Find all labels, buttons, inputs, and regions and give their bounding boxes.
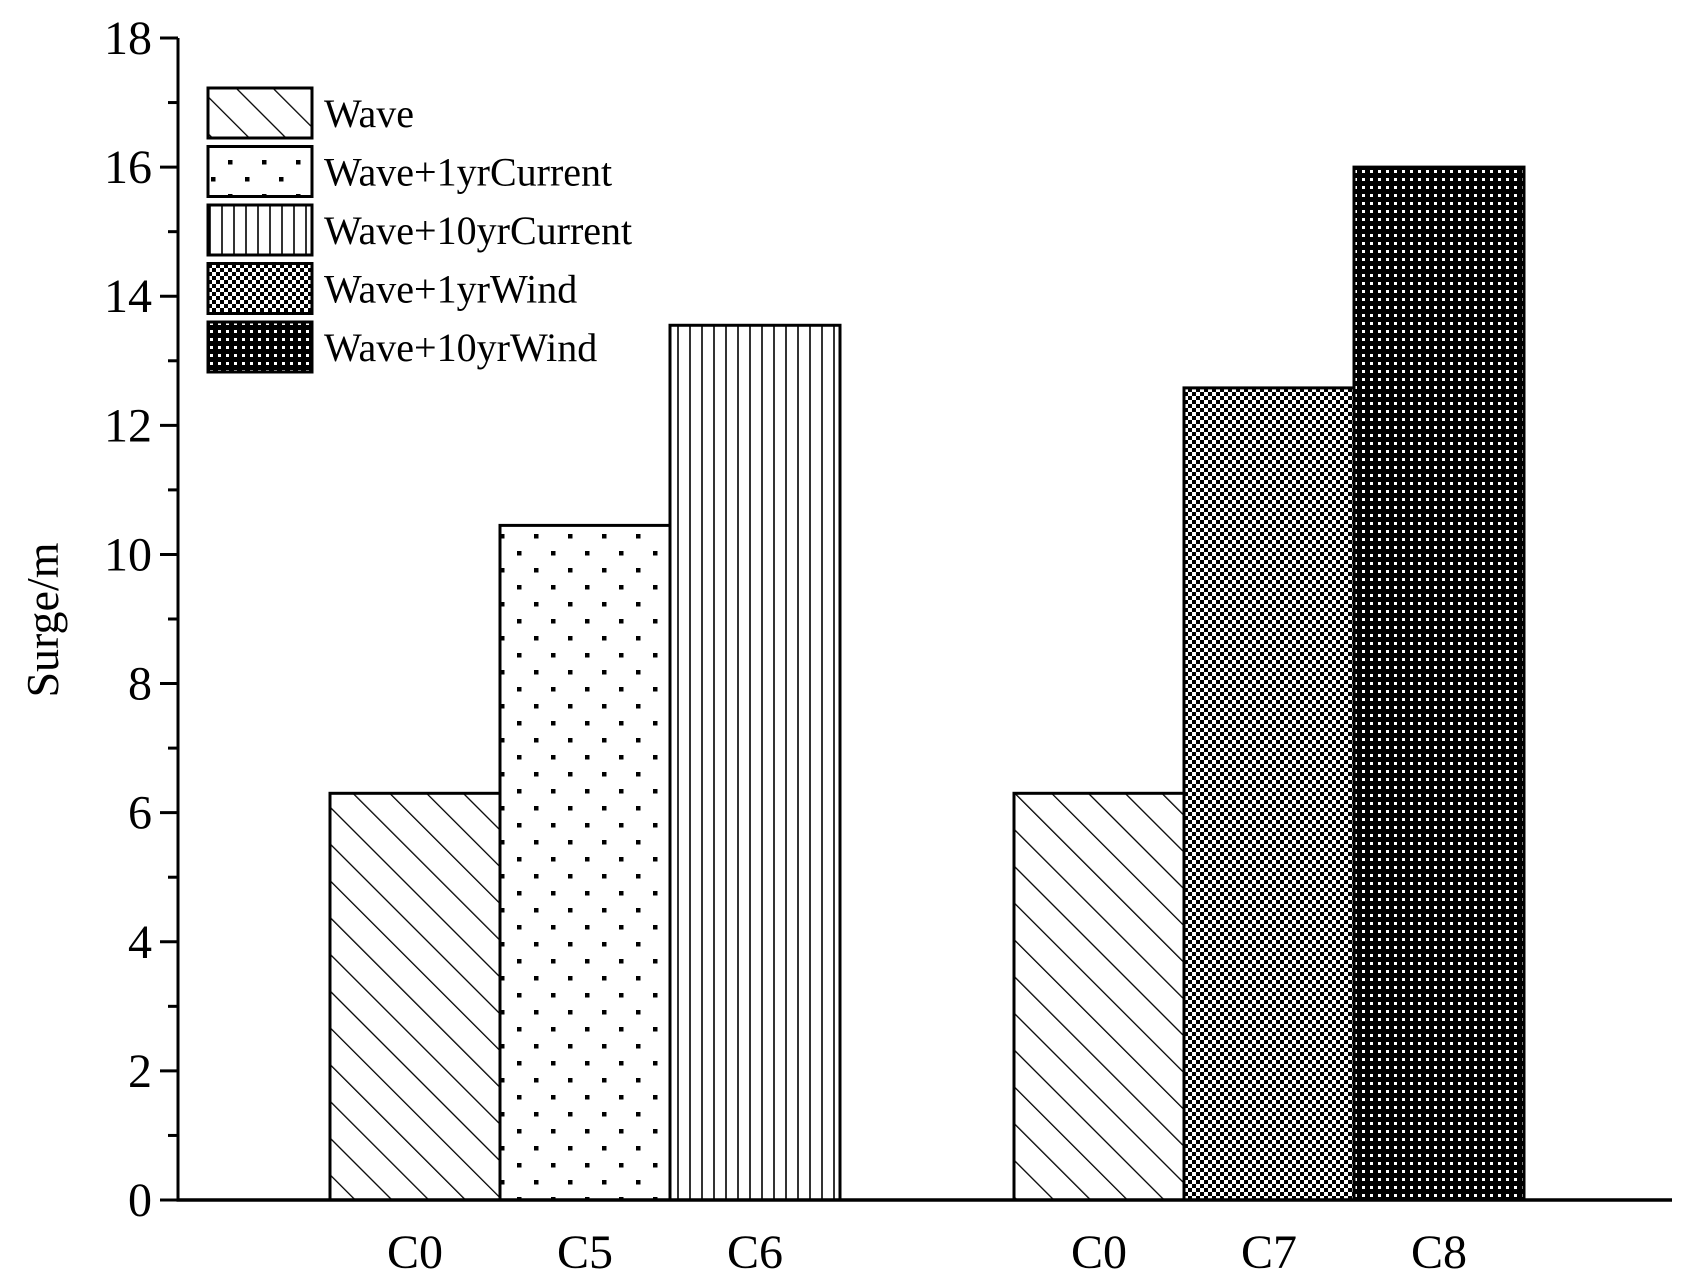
legend-swatch-wave-1yrcurrent	[206, 145, 314, 198]
legend: Wave Wave+1yrCurrent Wave+10yrCurrent Wave+…	[206, 86, 632, 374]
y-tick-label-14: 14	[104, 270, 152, 323]
y-tick-label-10: 10	[104, 528, 152, 581]
legend-label-wave-10yrwind: Wave+10yrWind	[324, 325, 597, 370]
y-tick-label-4: 4	[128, 916, 152, 969]
x-tick-label-c6: C6	[727, 1226, 783, 1279]
y-axis-title: Surge/m	[17, 542, 68, 697]
y-tick-label-6: 6	[128, 787, 152, 840]
legend-label-wave-1yrcurrent: Wave+1yrCurrent	[324, 150, 612, 195]
legend-label-wave: Wave	[324, 91, 414, 136]
y-tick-label-8: 8	[128, 658, 152, 711]
legend-label-wave-10yrcurrent: Wave+10yrCurrent	[324, 208, 632, 253]
legend-swatch-wave-10yrwind	[206, 320, 314, 374]
y-tick-label-0: 0	[128, 1174, 152, 1227]
y-tick-label-16: 16	[104, 141, 152, 194]
bar-c7-wave-1yrwind	[1182, 386, 1356, 1202]
x-tick-label-c5: C5	[557, 1226, 613, 1279]
x-tick-label-c0: C0	[387, 1226, 443, 1279]
bar-c5-wave-1yrcurrent	[498, 523, 672, 1202]
plot-area: C0 C5 C6 C0 C7 C8 0 2 4 6 8 10 12 14 16 18 Surge/m	[17, 12, 1672, 1279]
y-tick-label-18: 18	[104, 12, 152, 65]
bar-c6-wave-10yrcurrent	[668, 323, 842, 1202]
bar-c8-wave-10yrwind	[1352, 165, 1526, 1202]
y-tick-label-2: 2	[128, 1045, 152, 1098]
legend-swatch-wave-1yrwind	[206, 262, 314, 315]
y-tick-label-12: 12	[104, 399, 152, 452]
legend-swatch-wave	[206, 86, 314, 140]
bar-c0-wave	[328, 791, 502, 1202]
x-tick-label-c7: C7	[1241, 1226, 1297, 1279]
x-tick-label-c0: C0	[1071, 1226, 1127, 1279]
bar-c0-wave	[1012, 791, 1186, 1202]
x-tick-label-c8: C8	[1411, 1226, 1467, 1279]
legend-swatch-wave-10yrcurrent	[206, 203, 314, 257]
legend-label-wave-1yrwind: Wave+1yrWind	[324, 267, 577, 312]
